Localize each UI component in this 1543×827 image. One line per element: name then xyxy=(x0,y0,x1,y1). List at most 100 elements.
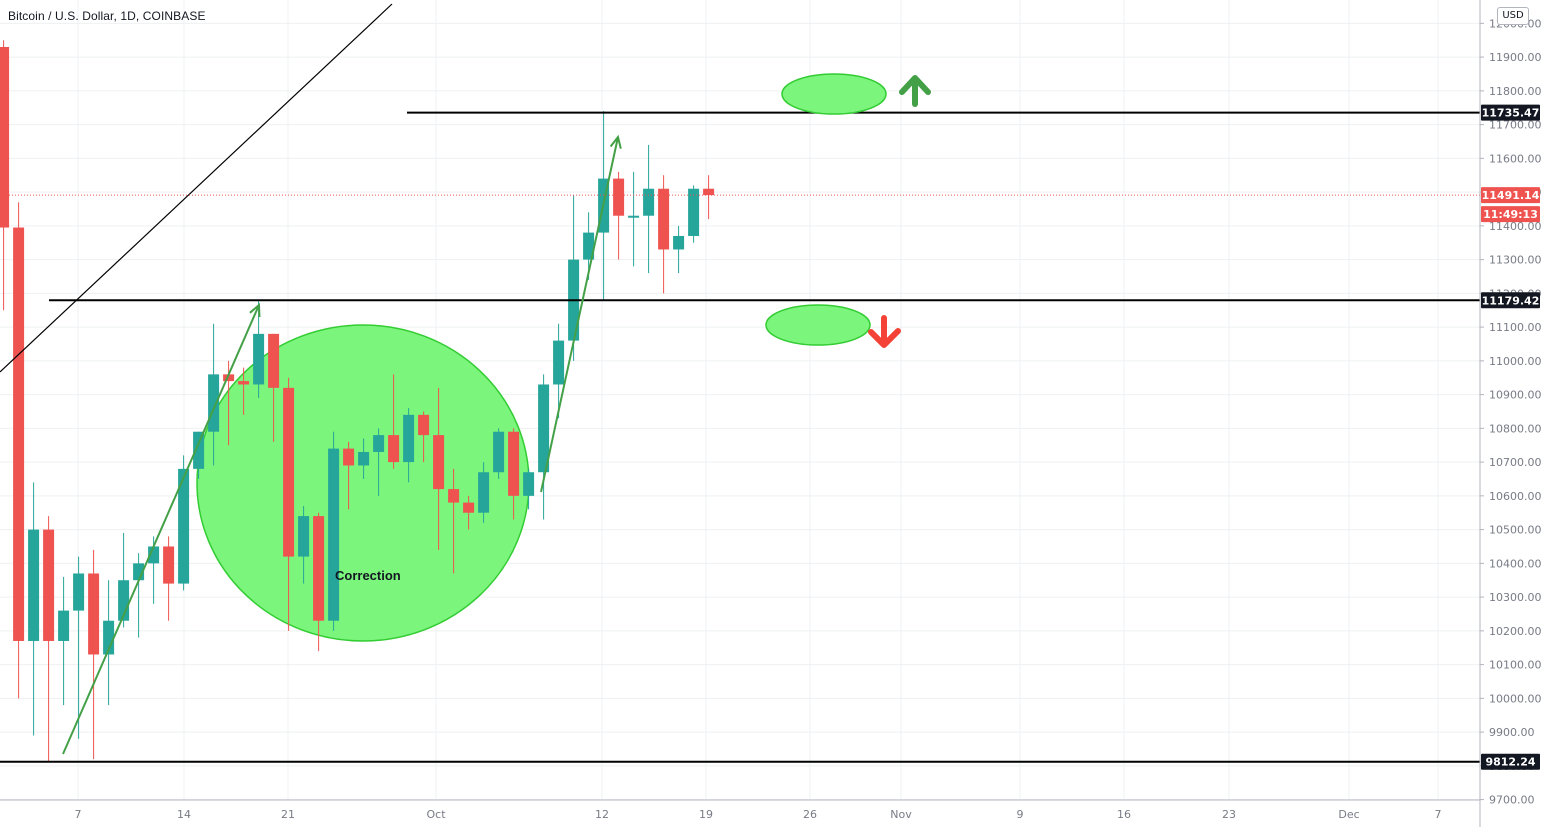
candle xyxy=(163,536,175,621)
price-tick-label: 11300.00 xyxy=(1489,254,1542,267)
candle-body xyxy=(538,384,550,473)
candle xyxy=(463,495,475,530)
candle-body xyxy=(43,529,55,641)
time-tick-label: 19 xyxy=(699,808,713,821)
currency-badge[interactable]: USD xyxy=(1497,7,1529,25)
candle xyxy=(88,549,100,760)
price-tick-label: 10300.00 xyxy=(1489,591,1542,604)
candle xyxy=(658,175,670,294)
price-tick-label: 9900.00 xyxy=(1489,726,1535,739)
price-tick-label: 11900.00 xyxy=(1489,51,1542,64)
candle-body xyxy=(508,431,520,496)
rally-arrow-2 xyxy=(540,134,622,493)
candle xyxy=(628,171,640,267)
candle-body xyxy=(628,215,640,218)
price-label-text: 11179.42 xyxy=(1482,294,1540,307)
candle-body xyxy=(118,580,130,621)
candle xyxy=(103,580,115,706)
time-tick-label: 16 xyxy=(1117,808,1131,821)
time-tick-label: 23 xyxy=(1222,808,1236,821)
candle-body xyxy=(133,563,145,581)
candle-body xyxy=(643,188,655,216)
candle-body xyxy=(253,333,265,385)
price-tick-label: 11600.00 xyxy=(1489,152,1542,165)
arrow-head xyxy=(249,302,261,318)
time-tick-label: 12 xyxy=(595,808,609,821)
price-label-bg xyxy=(1481,104,1540,121)
price-tick-label: 10700.00 xyxy=(1489,456,1542,469)
price-tick-label: 11800.00 xyxy=(1489,85,1542,98)
candle xyxy=(478,462,490,523)
price-tick-label: 11100.00 xyxy=(1489,321,1542,334)
time-tick-label: 9 xyxy=(1017,808,1024,821)
candle-body xyxy=(703,188,715,196)
price-tick-label: 10600.00 xyxy=(1489,490,1542,503)
candle-body xyxy=(283,387,295,557)
up-arrow-icon xyxy=(899,75,931,107)
candle-body xyxy=(463,502,475,513)
price-tick-label: 11700.00 xyxy=(1489,119,1542,132)
candle xyxy=(58,576,70,706)
arrow-shaft xyxy=(62,304,260,755)
candle-body xyxy=(673,235,685,250)
candle xyxy=(388,374,400,469)
candle-body xyxy=(313,516,325,621)
candle-body xyxy=(13,227,25,641)
candle xyxy=(73,556,85,739)
price-label-bg xyxy=(1481,187,1540,204)
candle-body xyxy=(0,46,10,228)
candle xyxy=(523,468,535,510)
price-tick-label: 11000.00 xyxy=(1489,355,1542,368)
time-tick-label: 26 xyxy=(803,808,817,821)
candle-body xyxy=(298,516,310,557)
last-price-label: 11491.14 xyxy=(1481,187,1540,204)
price-tick-label: 10200.00 xyxy=(1489,625,1542,638)
candle xyxy=(133,553,145,638)
arrow-shaft xyxy=(540,136,619,493)
candle xyxy=(298,505,310,584)
candle-body xyxy=(493,431,505,473)
candle-body xyxy=(223,374,235,382)
candle xyxy=(568,195,580,361)
candle-body xyxy=(148,546,160,564)
candle xyxy=(433,387,445,550)
candle-body xyxy=(328,448,340,621)
time-tick-label: 14 xyxy=(177,808,191,821)
chart-title: Bitcoin / U.S. Dollar, 1D, COINBASE xyxy=(8,9,206,23)
price-axis[interactable]: 9700.009800.009900.0010000.0010100.00102… xyxy=(1479,0,1542,827)
candle xyxy=(328,431,340,631)
candle xyxy=(208,323,220,466)
candle-body xyxy=(163,546,175,584)
price-label-text: 11735.47 xyxy=(1482,107,1540,120)
candle-body xyxy=(478,472,490,513)
candle xyxy=(118,532,130,628)
candle xyxy=(493,428,505,479)
price-label-text: 9812.24 xyxy=(1485,756,1535,769)
candle xyxy=(673,225,685,274)
drawings-front: Correction xyxy=(0,3,1480,763)
rally-arrow-1 xyxy=(62,302,261,755)
candle xyxy=(538,374,550,520)
candle-body xyxy=(373,435,385,452)
candle xyxy=(193,431,205,479)
candle-body xyxy=(343,448,355,466)
price-label-bg xyxy=(1481,753,1540,770)
price-tick-label: 10800.00 xyxy=(1489,422,1542,435)
candle xyxy=(703,175,715,220)
arrow-head xyxy=(609,134,622,149)
candle xyxy=(373,428,385,496)
candle-body xyxy=(583,232,595,260)
candle-body xyxy=(208,374,220,432)
candle-body xyxy=(73,573,85,611)
down-arrow-head xyxy=(868,328,901,348)
candle xyxy=(268,333,280,442)
candle-body xyxy=(388,435,400,463)
candle-body xyxy=(403,414,415,463)
time-tick-label: Dec xyxy=(1338,808,1359,821)
candle-body xyxy=(193,431,205,469)
candle xyxy=(403,408,415,483)
time-axis[interactable]: 7 14 21 Oct 12 19 26 Nov 9 16 23 Dec 7 xyxy=(0,799,1480,821)
candle xyxy=(613,171,625,260)
candle-body xyxy=(28,529,40,641)
